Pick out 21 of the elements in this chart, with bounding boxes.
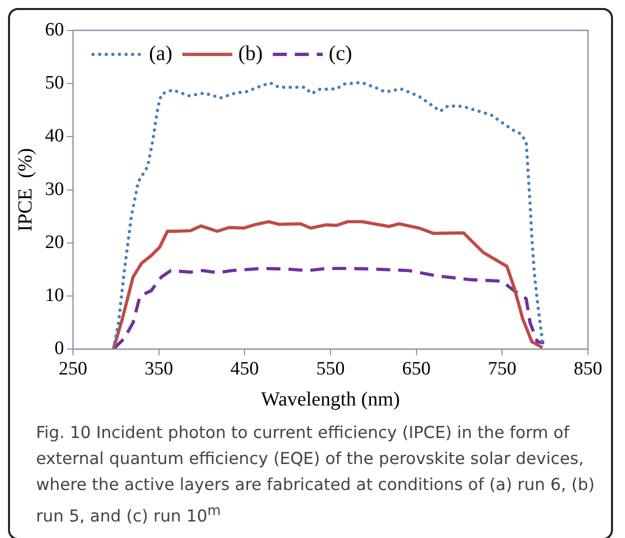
legend-label: (c): [328, 40, 352, 65]
legend-label: (a): [149, 40, 172, 65]
y-tick-label: 60: [45, 19, 64, 40]
x-tick-label: 550: [316, 358, 345, 380]
x-tick-label: 850: [574, 358, 602, 380]
y-tick-label: 50: [45, 72, 64, 94]
line-series: [112, 80, 544, 350]
y-tick-label: 30: [45, 178, 64, 200]
x-tick-label: 750: [488, 358, 516, 380]
y-tick-label: 10: [45, 285, 64, 306]
x-axis-title: Wavelength (nm): [261, 388, 400, 410]
y-tick-label: 0: [54, 338, 64, 360]
y-tick-label: 20: [45, 232, 64, 253]
x-tick-label: 650: [402, 358, 431, 380]
x-tick-label: 450: [230, 358, 259, 380]
caption: Fig. 10 Incident photon to current efficiency (IPCE) in the form of external quantum efficiency (EQE) of the perovskite solar devices, where the active layers are fabricated at conditions of (a) run 6, (b) run 5, and (c) run 10$^{m}$: [35, 422, 596, 528]
x-tick-label: 350: [144, 358, 174, 380]
legend-label: (b): [238, 40, 263, 65]
y-axis-title: IPCE (%): [14, 148, 36, 232]
x-tick-label: 250: [58, 358, 88, 380]
y-tick-label: 40: [45, 126, 64, 147]
